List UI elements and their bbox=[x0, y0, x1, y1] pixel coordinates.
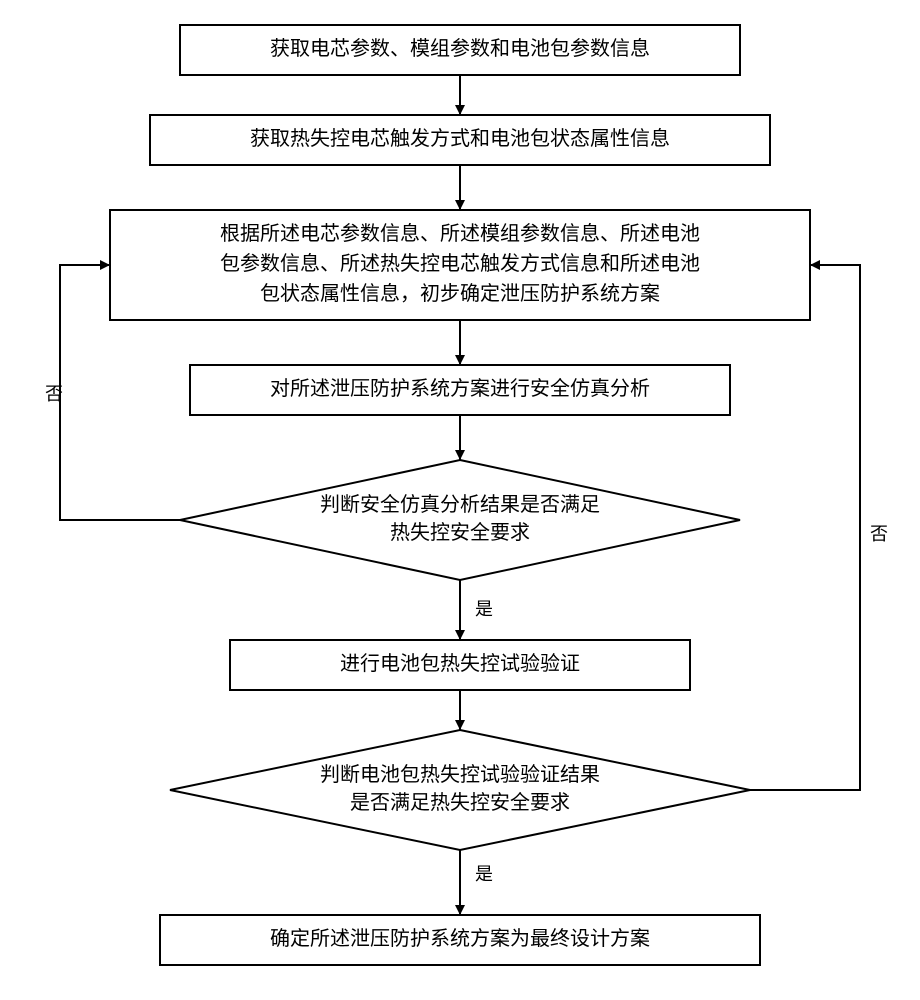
svg-text:判断安全仿真分析结果是否满足热失控安全要求: 判断安全仿真分析结果是否满足热失控安全要求 bbox=[320, 493, 600, 544]
node-n6: 进行电池包热失控试验验证 bbox=[230, 640, 690, 690]
edge-label-8: 否 bbox=[870, 524, 888, 544]
node-n5: 判断安全仿真分析结果是否满足热失控安全要求 bbox=[180, 460, 740, 580]
node-n7: 判断电池包热失控试验验证结果是否满足热失控安全要求 bbox=[170, 730, 750, 850]
svg-text:确定所述泄压防护系统方案为最终设计方案: 确定所述泄压防护系统方案为最终设计方案 bbox=[270, 927, 650, 950]
flowchart-canvas: 获取电芯参数、模组参数和电池包参数信息获取热失控电芯触发方式和电池包状态属性信息… bbox=[0, 0, 920, 1000]
edge-label-6: 是 bbox=[475, 864, 493, 884]
node-n4: 对所述泄压防护系统方案进行安全仿真分析 bbox=[190, 365, 730, 415]
edge-7 bbox=[60, 265, 180, 520]
svg-text:判断电池包热失控试验验证结果是否满足热失控安全要求: 判断电池包热失控试验验证结果是否满足热失控安全要求 bbox=[320, 763, 600, 814]
edge-label-4: 是 bbox=[475, 599, 493, 619]
svg-text:获取电芯参数、模组参数和电池包参数信息: 获取电芯参数、模组参数和电池包参数信息 bbox=[270, 37, 650, 60]
edge-label-7: 否 bbox=[45, 384, 63, 404]
svg-text:进行电池包热失控试验验证: 进行电池包热失控试验验证 bbox=[340, 652, 580, 675]
node-n2: 获取热失控电芯触发方式和电池包状态属性信息 bbox=[150, 115, 770, 165]
node-n3: 根据所述电芯参数信息、所述模组参数信息、所述电池包参数信息、所述热失控电芯触发方… bbox=[110, 210, 810, 320]
svg-text:对所述泄压防护系统方案进行安全仿真分析: 对所述泄压防护系统方案进行安全仿真分析 bbox=[270, 377, 650, 400]
svg-text:根据所述电芯参数信息、所述模组参数信息、所述电池包参数信息、: 根据所述电芯参数信息、所述模组参数信息、所述电池包参数信息、所述热失控电芯触发方… bbox=[220, 222, 700, 305]
node-n8: 确定所述泄压防护系统方案为最终设计方案 bbox=[160, 915, 760, 965]
edge-8 bbox=[750, 265, 860, 790]
svg-text:获取热失控电芯触发方式和电池包状态属性信息: 获取热失控电芯触发方式和电池包状态属性信息 bbox=[250, 127, 670, 150]
node-n1: 获取电芯参数、模组参数和电池包参数信息 bbox=[180, 25, 740, 75]
